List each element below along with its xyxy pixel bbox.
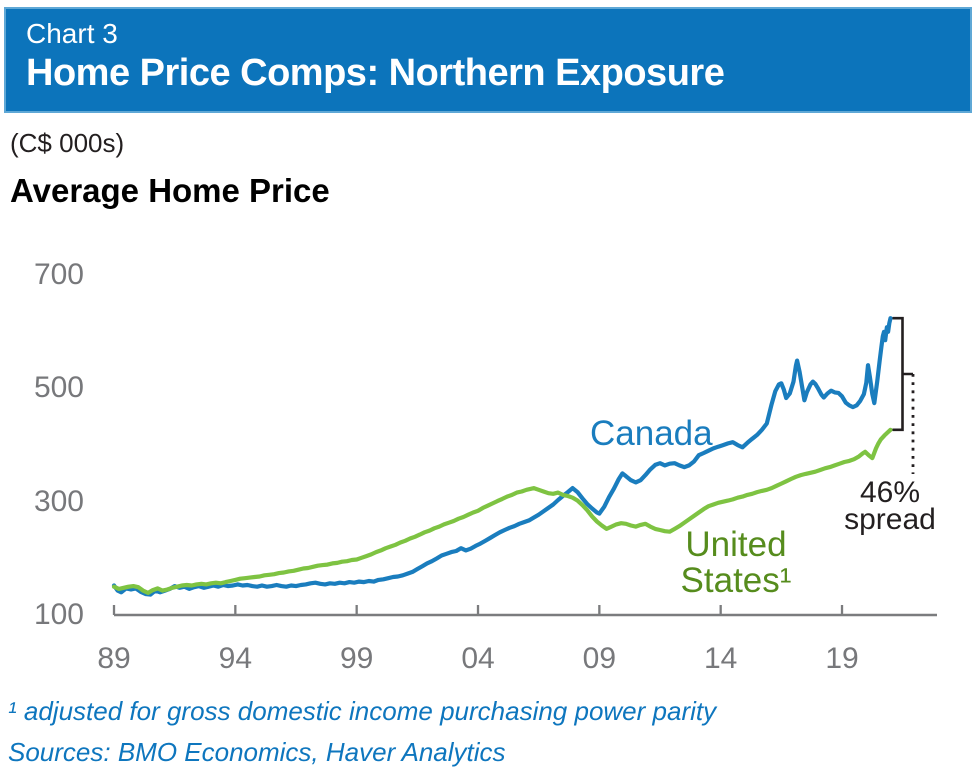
series-line-canada [111, 316, 893, 597]
chart-main-title: Home Price Comps: Northern Exposure [26, 52, 725, 94]
units-label: (C$ 000s) [10, 128, 125, 158]
footnote-sources: Sources: BMO Economics, Haver Analytics [8, 737, 506, 767]
x-tick-label: 14 [703, 642, 738, 675]
x-tick-label: 19 [825, 642, 859, 675]
x-tick-label: 89 [97, 642, 131, 675]
series-line-united-states [111, 427, 893, 596]
spread-word-text: spread [844, 503, 936, 536]
y-tick-label: 700 [33, 258, 84, 292]
footnote-adjustment: ¹ adjusted for gross domestic income pur… [8, 696, 717, 726]
x-tick-label: 09 [582, 642, 617, 675]
header-band: Chart 3 Home Price Comps: Northern Expos… [4, 7, 972, 113]
us-label-line2: States¹ [680, 561, 792, 600]
x-tick-label: 94 [218, 642, 253, 675]
series-label-canada: Canada [590, 414, 713, 453]
spread-bracket [892, 316, 913, 432]
spread-annotation: 46% spread [832, 476, 948, 536]
series-label-united-states: United States¹ [666, 527, 806, 599]
y-tick-label: 500 [33, 371, 84, 405]
y-tick-label: 100 [33, 598, 84, 631]
x-tick-label: 99 [339, 642, 374, 675]
chart-subtitle: Average Home Price [10, 172, 330, 209]
spread-percent-text: 46% [859, 476, 921, 509]
us-label-line1: United [685, 525, 787, 564]
x-tick-label: 04 [461, 642, 495, 675]
y-tick-label: 300 [33, 484, 84, 518]
chart-number-label: Chart 3 [26, 18, 118, 49]
